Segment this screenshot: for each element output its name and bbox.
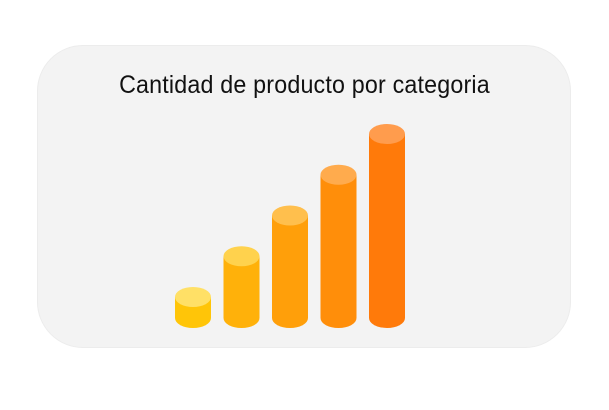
bar-1: [175, 287, 211, 328]
bar-3-body: [272, 215, 308, 318]
bar-3: [272, 205, 308, 328]
bar-5-cap: [369, 124, 405, 144]
bar-2: [223, 246, 260, 328]
bar-4-cap: [320, 164, 357, 185]
bar-1-cap: [175, 287, 211, 307]
bar-2-body: [223, 256, 260, 318]
bar-2-cap: [223, 246, 260, 267]
bar-5-body: [369, 134, 405, 318]
bar-series: [175, 124, 405, 328]
bar-4-body: [320, 174, 357, 318]
chart-title: Cantidad de producto por categoria: [119, 71, 490, 99]
bar-5: [369, 124, 405, 328]
bar-4: [320, 164, 357, 328]
bar-3-cap: [272, 205, 308, 226]
